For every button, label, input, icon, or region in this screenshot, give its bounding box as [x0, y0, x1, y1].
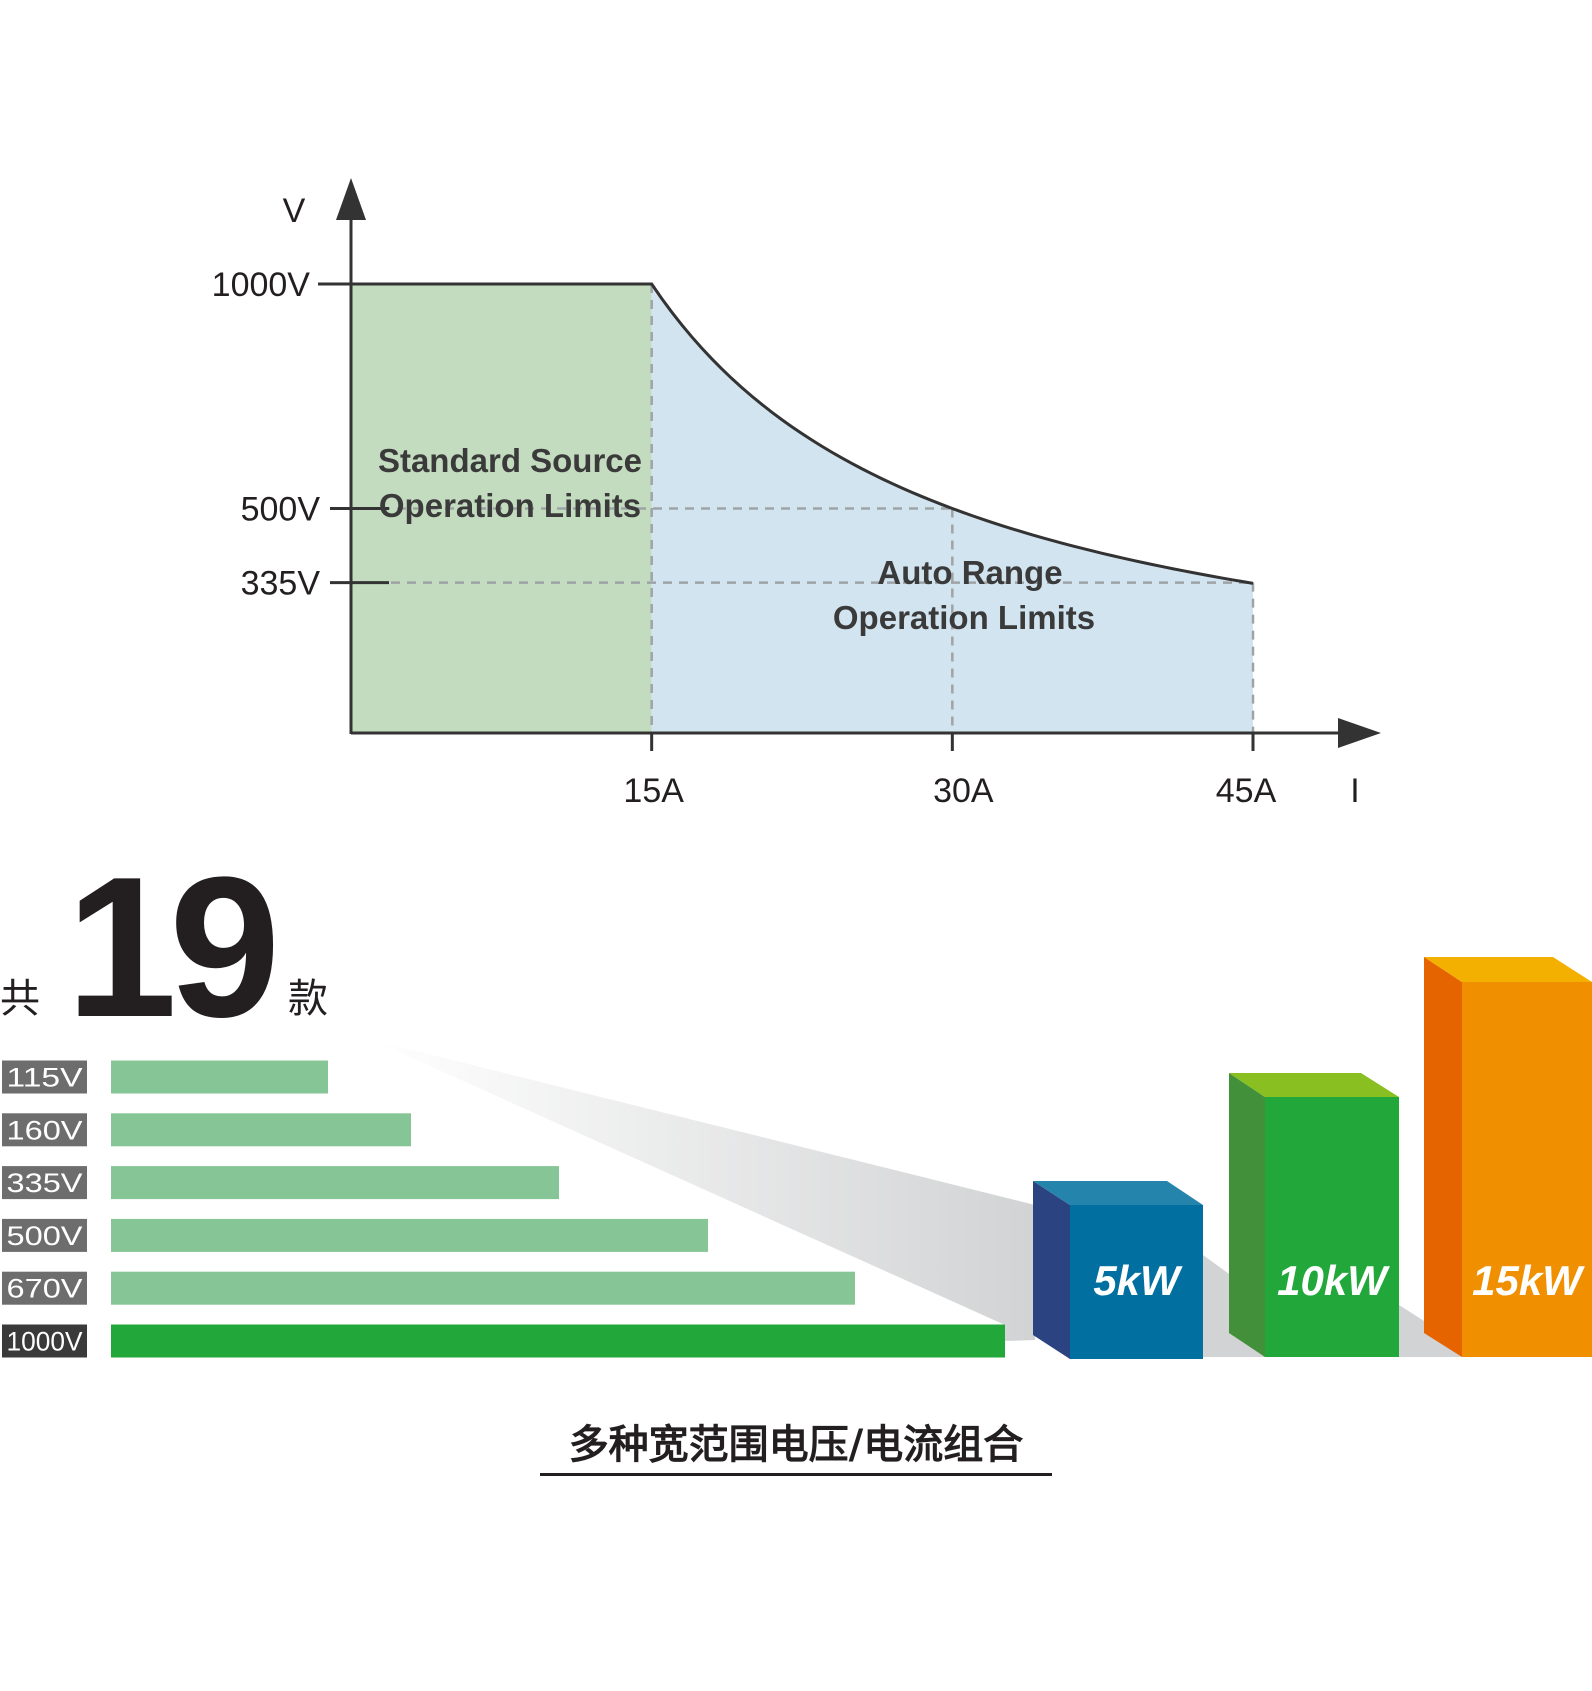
y-tick-label: 1000V [212, 266, 311, 304]
power-block-front [1265, 1097, 1399, 1357]
x-tick-label: 30A [933, 772, 994, 810]
x-axis-label: I [1350, 772, 1359, 810]
region-label: Auto Range [877, 554, 1062, 591]
power-block-top [1229, 1073, 1399, 1097]
voltage-label-box [2, 1218, 87, 1252]
voltage-bar [111, 1324, 1005, 1358]
voltage-current-chart: V I 1000V 500V 335V 15A 30A 45A Standard Source O… [212, 178, 1381, 810]
voltage-bar [111, 1218, 708, 1252]
limit-boundary-line [351, 282, 1254, 585]
perspective-shadow [372, 1040, 1035, 1341]
voltage-label-box [2, 1166, 87, 1200]
model-overview: 共 19 款 115V 160V 335V 500V 670V 1000V 5kW 10kW… [0, 836, 1592, 1476]
x-tick-label: 15A [623, 772, 684, 810]
power-label: 5kW [1093, 1257, 1183, 1304]
power-label: 15kW [1472, 1257, 1585, 1304]
caption-underline [540, 1473, 1052, 1476]
voltage-label: 670V [7, 1274, 83, 1304]
voltage-label: 1000V [7, 1327, 83, 1357]
voltage-bar [111, 1166, 559, 1200]
power-block-front [1462, 982, 1592, 1357]
power-block-side [1424, 957, 1462, 1357]
voltage-label: 115V [7, 1063, 83, 1093]
voltage-label: 160V [7, 1115, 83, 1145]
voltage-label-box [2, 1271, 87, 1305]
y-axis-label: V [283, 192, 306, 230]
power-block-front [1070, 1205, 1203, 1359]
count-suffix: 款 [288, 976, 328, 1022]
y-tick-label: 335V [241, 565, 321, 603]
power-block-top [1424, 957, 1592, 982]
x-tick-label: 45A [1216, 772, 1277, 810]
auto-range-region [651, 284, 1253, 733]
x-axis-arrow [1338, 718, 1381, 748]
voltage-bar [111, 1271, 855, 1305]
caption: 多种宽范围电压/电流组合 [569, 1422, 1024, 1468]
voltage-label-box [2, 1113, 87, 1147]
power-label: 10kW [1277, 1257, 1390, 1304]
voltage-label-box [2, 1324, 87, 1358]
power-block-side [1033, 1181, 1070, 1359]
count-prefix: 共 [0, 976, 40, 1022]
power-block-side [1229, 1073, 1265, 1357]
y-axis-arrow [336, 178, 366, 220]
voltage-label: 500V [7, 1221, 83, 1251]
voltage-bar [111, 1060, 328, 1094]
voltage-label: 335V [7, 1168, 83, 1198]
voltage-bar [111, 1113, 411, 1147]
region-label: Operation Limits [833, 599, 1095, 636]
voltage-label-box [2, 1060, 87, 1094]
y-tick-label: 500V [241, 491, 321, 529]
region-label: Operation Limits [379, 487, 641, 524]
model-count: 19 [66, 836, 273, 1059]
region-label: Standard Source [378, 442, 642, 479]
power-block-top [1033, 1181, 1203, 1205]
